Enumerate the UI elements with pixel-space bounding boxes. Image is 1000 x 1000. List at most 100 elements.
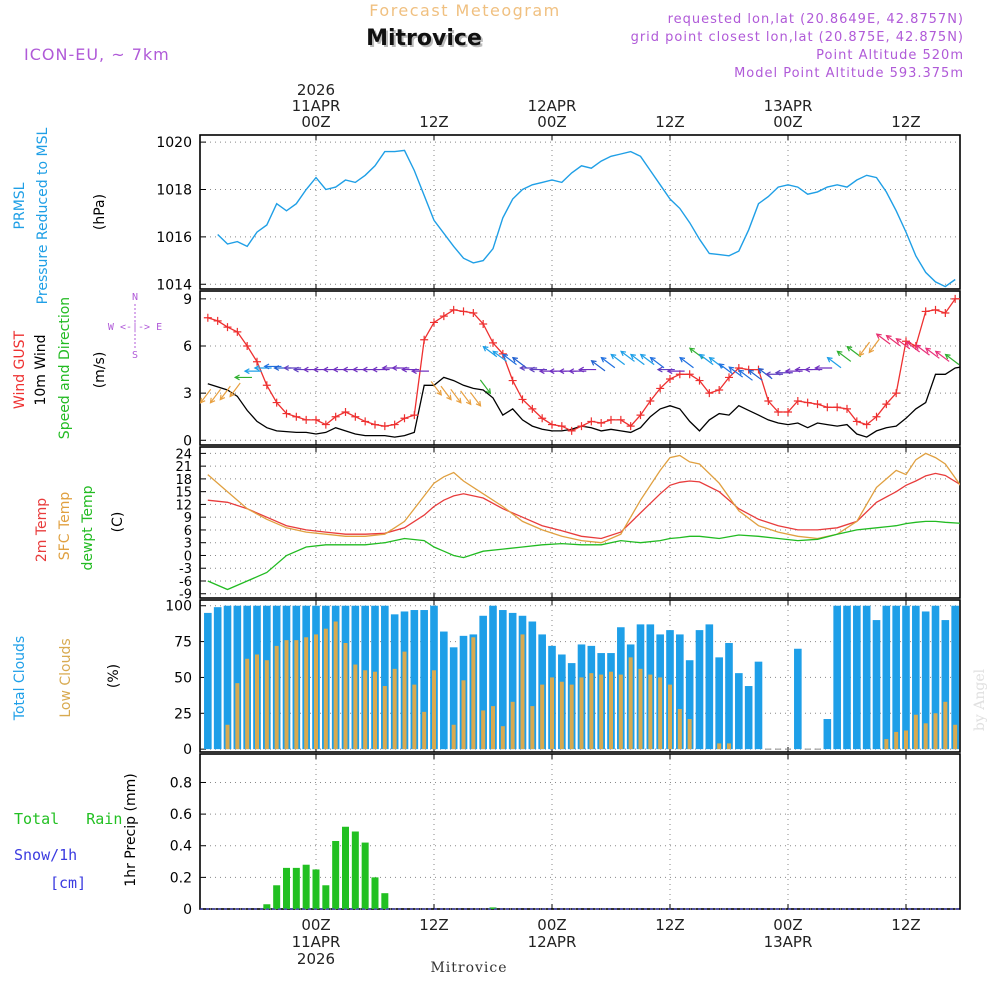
rain-bar bbox=[371, 877, 379, 909]
wind-arrow-head bbox=[312, 366, 319, 373]
wind-panel: 0 3 6 9 bbox=[183, 290, 961, 449]
temp-unit-label: (C) bbox=[110, 512, 126, 533]
wind-gust-marker bbox=[793, 397, 802, 405]
rain-bar bbox=[361, 842, 369, 909]
wind-arrow bbox=[935, 350, 950, 362]
wind-arrow bbox=[229, 382, 241, 397]
low-cloud-bar bbox=[402, 651, 407, 750]
temperature-ytick-label: 15 bbox=[175, 486, 192, 501]
precipitation-ytick-label: 0 bbox=[183, 902, 192, 918]
wind-gust-marker bbox=[705, 389, 714, 398]
total-cloud-bar bbox=[479, 615, 487, 750]
low-cloud-bar bbox=[589, 673, 594, 750]
wind-arrow bbox=[630, 354, 645, 366]
bottom-time-label: 00Z bbox=[773, 916, 802, 934]
wind-arrow-head bbox=[875, 333, 882, 339]
wind-arrow bbox=[728, 366, 744, 378]
wind-arrow bbox=[430, 381, 442, 396]
low-cloud-bar bbox=[667, 684, 672, 750]
wind-arrow bbox=[846, 346, 862, 358]
wind-gust-marker bbox=[243, 342, 252, 350]
wind-gust-marker bbox=[282, 409, 291, 418]
low-cloud-bar bbox=[884, 739, 889, 750]
wind-arrow-head bbox=[826, 356, 833, 363]
wind-arrow bbox=[440, 385, 452, 400]
clouds-panel: 0 25 50 75 100 bbox=[165, 599, 961, 758]
total-cloud-bar bbox=[381, 605, 389, 750]
temperature-ytick-label: 21 bbox=[175, 460, 192, 475]
pressure-msl-label: Pressure Reduced to MSL bbox=[35, 127, 51, 304]
low-cloud-bar bbox=[323, 628, 328, 750]
low-cloud-bar bbox=[677, 708, 682, 750]
wind-gust-marker bbox=[744, 365, 753, 374]
low-cloud-bar bbox=[274, 645, 279, 750]
wind-gust-marker bbox=[233, 327, 242, 336]
top-time-label: 00Z bbox=[301, 113, 330, 131]
wind-arrow bbox=[679, 357, 694, 369]
wind-arrow bbox=[450, 388, 462, 404]
snow-label: Snow/1h bbox=[14, 846, 77, 864]
wind-gust-marker bbox=[430, 318, 438, 327]
wind-ytick-label: 0 bbox=[183, 433, 192, 449]
wind-arrow-head bbox=[688, 347, 695, 354]
wind-arrow-head bbox=[944, 353, 951, 360]
wind-gust-marker bbox=[312, 415, 320, 424]
wind-arrow-head bbox=[747, 369, 754, 376]
temperature-ytick-label: 3 bbox=[184, 537, 192, 552]
total-cloud-bar bbox=[744, 686, 753, 750]
low-cloud-bar bbox=[540, 684, 545, 750]
wind-gust-marker bbox=[783, 408, 792, 416]
wind-arrow-head bbox=[666, 368, 673, 375]
wind-gust-marker bbox=[479, 320, 488, 328]
total-cloud-bar bbox=[862, 605, 871, 750]
location-title: Mitrovice bbox=[366, 26, 482, 51]
low-clouds-label: Low Clouds bbox=[58, 638, 74, 717]
wind-arrow-head bbox=[243, 368, 250, 375]
low-cloud-bar bbox=[923, 723, 928, 750]
clouds-ytick-label: 75 bbox=[174, 635, 192, 651]
bottom-time-label: 12Z bbox=[891, 916, 920, 934]
pressure-ytick-label: 1014 bbox=[156, 277, 192, 293]
total-cloud-bar bbox=[921, 611, 930, 750]
wind-arrow-head bbox=[209, 397, 216, 404]
wind-arrow-head bbox=[639, 353, 646, 360]
wind-arrow bbox=[620, 350, 635, 362]
bottom-time-label: 11APR bbox=[292, 933, 341, 951]
wind-arrow-head bbox=[600, 356, 607, 363]
precipitation-ytick-label: 0.4 bbox=[170, 839, 192, 855]
low-cloud-bar bbox=[481, 710, 486, 750]
wind-gust-marker bbox=[390, 420, 399, 429]
low-cloud-bar bbox=[225, 724, 230, 750]
low-cloud-bar bbox=[549, 677, 554, 750]
precip-labels: Total Rain Snow/1h [cm] 1hr Precip (mm) bbox=[14, 773, 139, 892]
top-time-label: 00Z bbox=[537, 113, 566, 131]
low-cloud-bar bbox=[943, 701, 948, 750]
wind-gust-marker bbox=[941, 309, 950, 317]
header: Forecast Meteogram Mitrovice Mitrovice I… bbox=[24, 1, 963, 81]
low-cloud-bar bbox=[294, 640, 299, 750]
top-time-label: 2026 bbox=[297, 81, 335, 99]
wind-arrow-head bbox=[708, 356, 715, 363]
low-cloud-bar bbox=[264, 660, 269, 750]
wind-gust-marker bbox=[892, 389, 901, 398]
low-cloud-bar bbox=[569, 684, 574, 750]
low-cloud-bar bbox=[628, 657, 633, 750]
pressure-frame bbox=[199, 134, 961, 290]
wind-gust-marker bbox=[715, 386, 724, 394]
temperature-ytick-label: 12 bbox=[175, 498, 192, 513]
wind-arrow bbox=[719, 363, 734, 375]
wind-arrow bbox=[905, 341, 921, 353]
low-cloud-bar bbox=[933, 713, 938, 750]
wind-arrow-head bbox=[446, 394, 452, 401]
wind-gust-marker bbox=[724, 373, 733, 382]
low-cloud-bar bbox=[500, 726, 505, 750]
low-cloud-bar bbox=[648, 674, 653, 750]
total-cloud-bar bbox=[676, 634, 684, 750]
total-cloud-bar bbox=[233, 605, 242, 750]
precipitation-ytick-label: 0.8 bbox=[170, 775, 192, 791]
precipitation-panel: 0 0.2 0.4 0.6 0.8 bbox=[170, 753, 961, 918]
wind-arrow-head bbox=[538, 368, 545, 375]
wind-arrow-head bbox=[475, 400, 482, 407]
precipitation-ytick-label: 0.2 bbox=[170, 870, 192, 886]
low-cloud-bar bbox=[431, 670, 436, 750]
